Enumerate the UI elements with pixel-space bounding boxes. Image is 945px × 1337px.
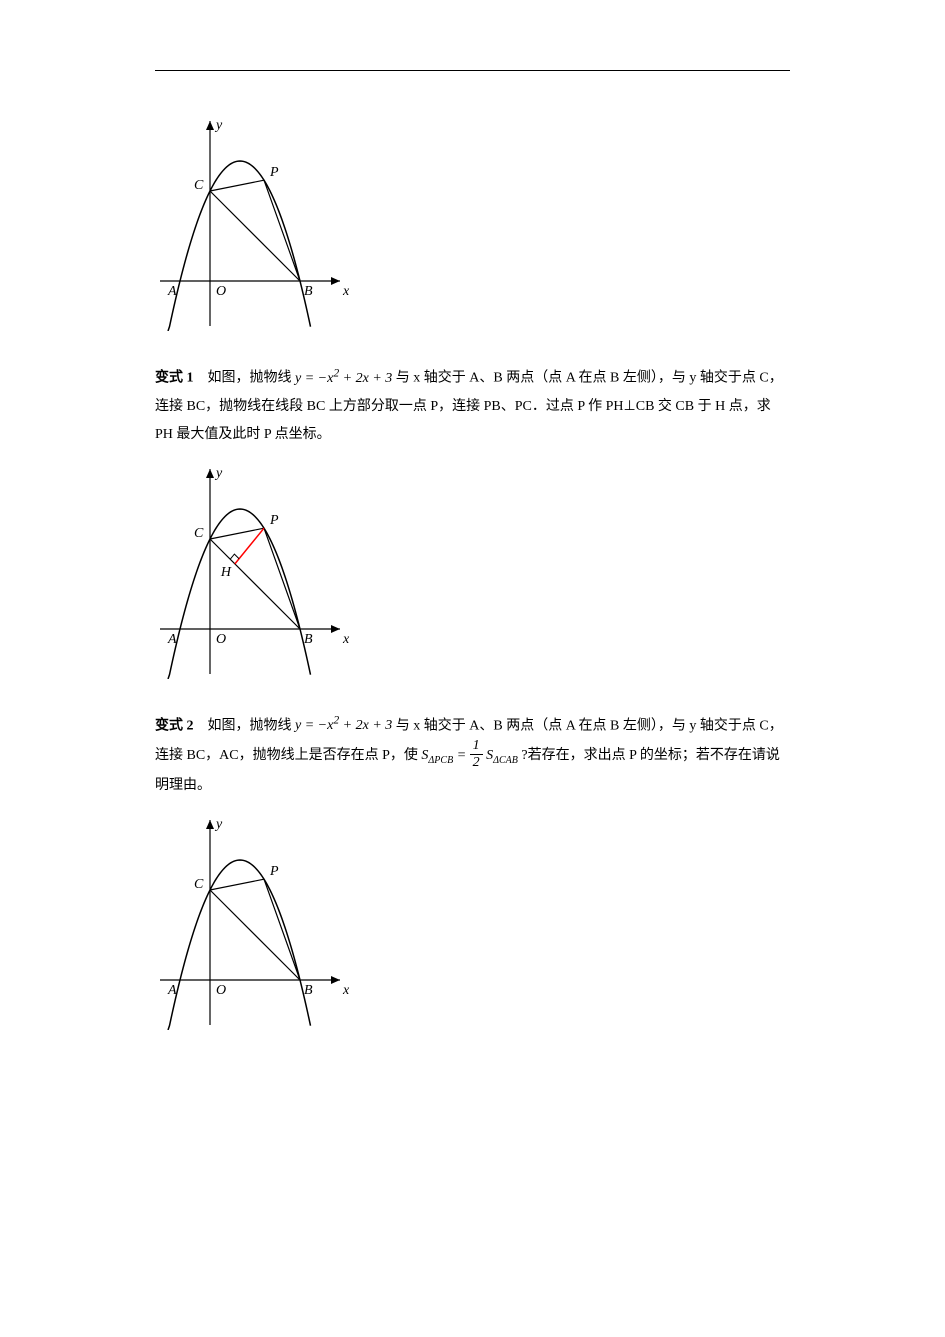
svg-text:O: O xyxy=(216,983,226,998)
svg-text:y: y xyxy=(214,118,223,133)
figure-2: A B C P H Ox y xyxy=(155,459,790,679)
svg-text:y: y xyxy=(214,466,223,481)
svg-text:P: P xyxy=(269,864,279,879)
svg-text:O: O xyxy=(216,632,226,647)
figure-3: A B C P Ox y xyxy=(155,810,790,1030)
problem-2-text-a: 如图，抛物线 xyxy=(208,718,292,733)
svg-text:y: y xyxy=(214,817,223,832)
problem-1-text-a: 如图，抛物线 xyxy=(208,371,292,386)
svg-text:B: B xyxy=(304,983,313,998)
svg-text:B: B xyxy=(304,284,313,299)
problem-2-title: 变式 2 xyxy=(155,718,194,733)
svg-text:x: x xyxy=(342,983,350,998)
svg-text:B: B xyxy=(304,632,313,647)
top-rule xyxy=(155,70,790,71)
problem-2-condition: SΔPCB = 12 SΔCAB xyxy=(421,748,521,763)
svg-text:C: C xyxy=(194,178,204,193)
svg-text:x: x xyxy=(342,632,350,647)
problem-2-formula: y = −x2 + 2x + 3 xyxy=(295,718,396,733)
svg-text:x: x xyxy=(342,284,350,299)
svg-text:P: P xyxy=(269,165,279,180)
svg-text:A: A xyxy=(167,983,177,998)
svg-text:A: A xyxy=(167,632,177,647)
problem-1-title: 变式 1 xyxy=(155,371,194,386)
problem-1-formula: y = −x2 + 2x + 3 xyxy=(295,371,396,386)
svg-text:P: P xyxy=(269,513,279,528)
figure-1: A B C P Ox y xyxy=(155,111,790,331)
problem-1: 变式 1 如图，抛物线 y = −x2 + 2x + 3 与 x 轴交于 A、B… xyxy=(155,361,790,449)
problem-2: 变式 2 如图，抛物线 y = −x2 + 2x + 3 与 x 轴交于 A、B… xyxy=(155,709,790,800)
svg-text:C: C xyxy=(194,526,204,541)
svg-text:O: O xyxy=(216,284,226,299)
svg-text:A: A xyxy=(167,284,177,299)
svg-text:H: H xyxy=(220,565,232,580)
svg-text:C: C xyxy=(194,877,204,892)
